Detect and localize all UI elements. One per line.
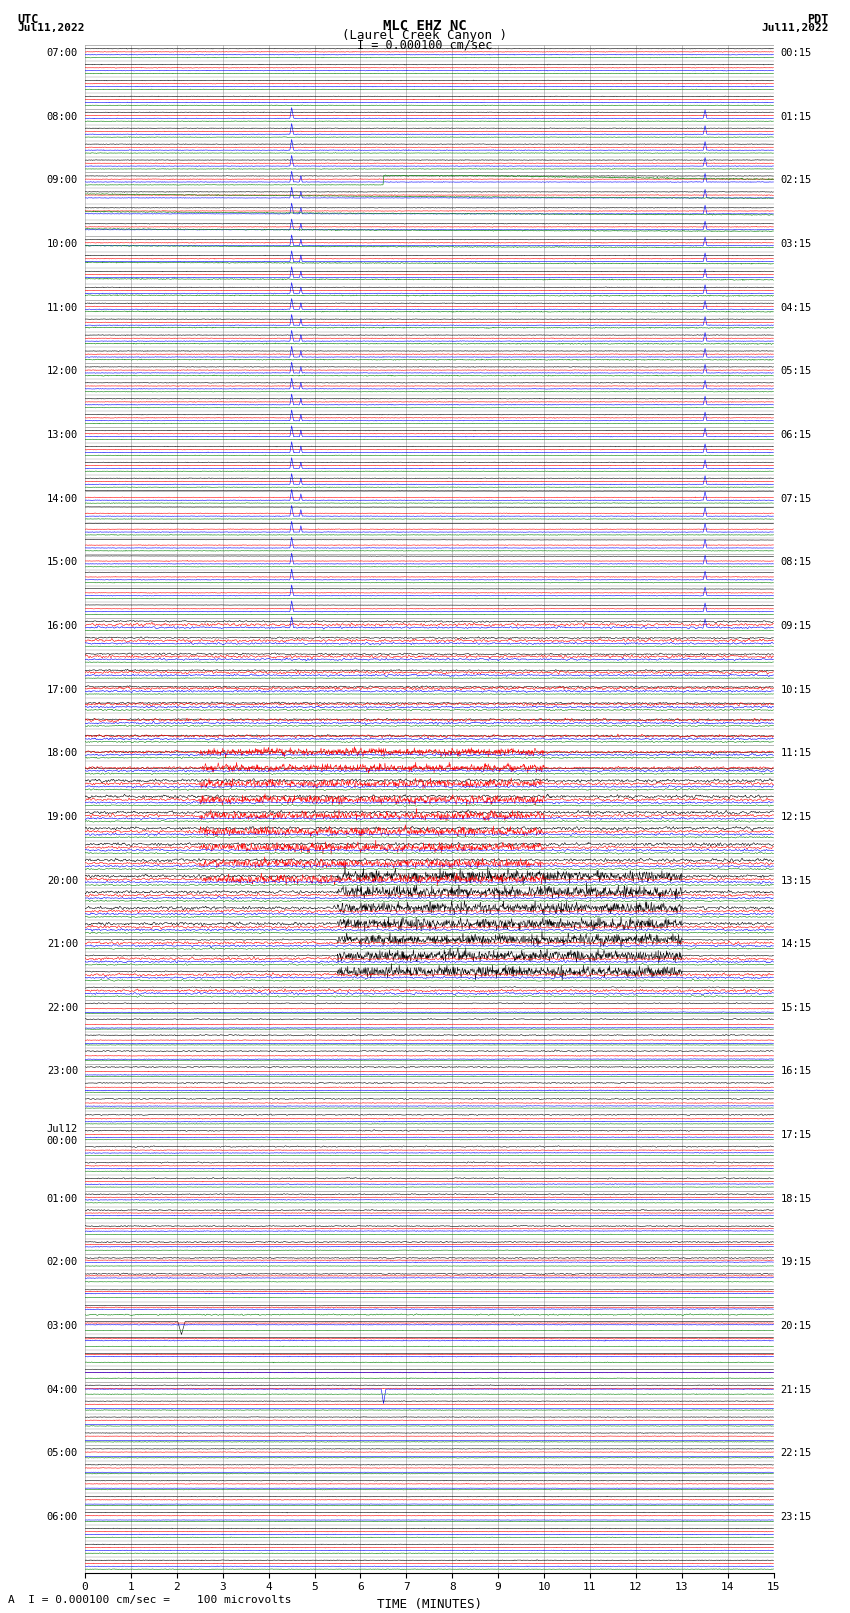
Text: 04:00: 04:00 [47, 1384, 78, 1395]
Text: 01:00: 01:00 [47, 1194, 78, 1203]
Text: 22:15: 22:15 [780, 1448, 812, 1458]
Text: 15:15: 15:15 [780, 1003, 812, 1013]
Text: UTC: UTC [17, 13, 38, 26]
Text: 13:00: 13:00 [47, 431, 78, 440]
Text: 23:15: 23:15 [780, 1511, 812, 1523]
Text: I = 0.000100 cm/sec: I = 0.000100 cm/sec [357, 39, 493, 52]
Text: 20:15: 20:15 [780, 1321, 812, 1331]
Text: 02:00: 02:00 [47, 1258, 78, 1268]
Text: 05:15: 05:15 [780, 366, 812, 376]
Text: 18:00: 18:00 [47, 748, 78, 758]
Text: 00:15: 00:15 [780, 48, 812, 58]
Text: Jul12
00:00: Jul12 00:00 [47, 1124, 78, 1145]
Text: 21:15: 21:15 [780, 1384, 812, 1395]
Text: 14:15: 14:15 [780, 939, 812, 948]
Text: 19:15: 19:15 [780, 1258, 812, 1268]
Text: Jul11,2022: Jul11,2022 [17, 23, 84, 32]
Text: 20:00: 20:00 [47, 876, 78, 886]
Text: 03:15: 03:15 [780, 239, 812, 248]
Text: 18:15: 18:15 [780, 1194, 812, 1203]
Text: 01:15: 01:15 [780, 111, 812, 121]
Text: 09:00: 09:00 [47, 176, 78, 185]
Text: 11:00: 11:00 [47, 303, 78, 313]
Text: 19:00: 19:00 [47, 811, 78, 823]
Text: 07:00: 07:00 [47, 48, 78, 58]
Text: 06:15: 06:15 [780, 431, 812, 440]
Text: 23:00: 23:00 [47, 1066, 78, 1076]
Text: 03:00: 03:00 [47, 1321, 78, 1331]
Text: 07:15: 07:15 [780, 494, 812, 503]
Text: 16:15: 16:15 [780, 1066, 812, 1076]
Text: 06:00: 06:00 [47, 1511, 78, 1523]
Text: 15:00: 15:00 [47, 556, 78, 568]
Text: 08:15: 08:15 [780, 556, 812, 568]
Text: 21:00: 21:00 [47, 939, 78, 948]
Text: 14:00: 14:00 [47, 494, 78, 503]
Text: 16:00: 16:00 [47, 621, 78, 631]
Text: 10:00: 10:00 [47, 239, 78, 248]
X-axis label: TIME (MINUTES): TIME (MINUTES) [377, 1598, 482, 1611]
Text: 10:15: 10:15 [780, 684, 812, 695]
Text: Jul11,2022: Jul11,2022 [762, 23, 829, 32]
Text: 05:00: 05:00 [47, 1448, 78, 1458]
Text: 17:00: 17:00 [47, 684, 78, 695]
Text: 12:15: 12:15 [780, 811, 812, 823]
Text: 09:15: 09:15 [780, 621, 812, 631]
Text: 08:00: 08:00 [47, 111, 78, 121]
Text: 12:00: 12:00 [47, 366, 78, 376]
Text: PDT: PDT [808, 13, 829, 26]
Text: 04:15: 04:15 [780, 303, 812, 313]
Text: MLC EHZ NC: MLC EHZ NC [383, 19, 467, 34]
Text: 13:15: 13:15 [780, 876, 812, 886]
Text: (Laurel Creek Canyon ): (Laurel Creek Canyon ) [343, 29, 507, 42]
Text: 17:15: 17:15 [780, 1131, 812, 1140]
Text: A  I = 0.000100 cm/sec =    100 microvolts: A I = 0.000100 cm/sec = 100 microvolts [8, 1595, 292, 1605]
Text: 11:15: 11:15 [780, 748, 812, 758]
Text: 22:00: 22:00 [47, 1003, 78, 1013]
Text: 02:15: 02:15 [780, 176, 812, 185]
